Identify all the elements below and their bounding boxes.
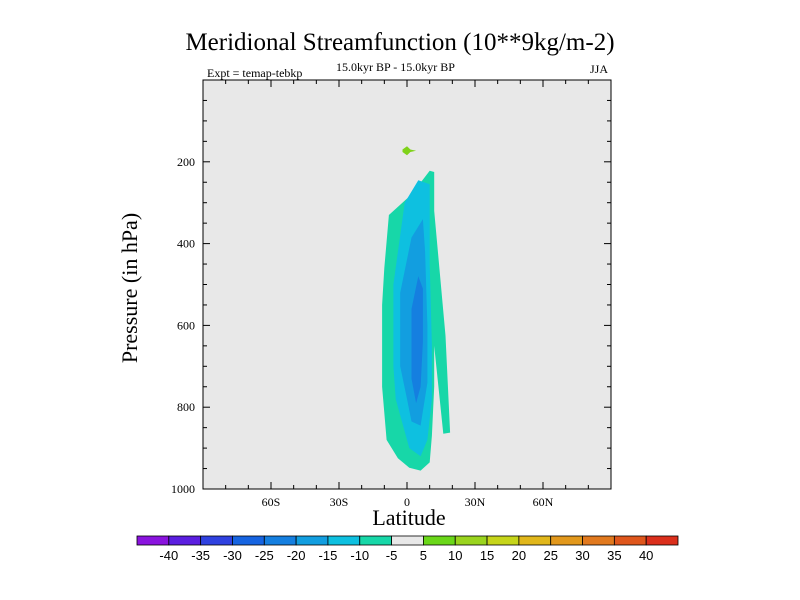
colorbar-label: 5 [420,548,427,563]
contour-minus-20 [411,276,423,404]
colorbar-box [486,535,520,546]
colorbar-label: 35 [607,548,621,563]
colorbar-label: -20 [287,548,306,563]
colorbar-box [263,535,297,546]
colorbar-box [423,535,456,546]
colorbar-label: -30 [223,548,242,563]
chart-title: Meridional Streamfunction (10**9kg/m-2) [185,29,615,56]
axes: 60S 30S 0 30N 60N 200 400 600 800 1000 [171,79,612,509]
positive-cell [402,146,417,156]
colorbar-box [136,535,170,546]
colorbar-box [295,535,329,546]
experiment-label: Expt = temap-tebkp [207,66,303,80]
x-tick-label: 0 [404,495,410,509]
colorbar-label: 20 [512,548,526,563]
colorbar-box [200,535,233,546]
colorbar-label: -40 [159,548,178,563]
colorbar-box [454,535,488,546]
colorbar-box [359,535,392,546]
x-tick-label: 30S [330,495,349,509]
colorbar-label: -25 [255,548,274,563]
x-tick-label: 60S [262,495,281,509]
y-tick-label: 800 [177,400,195,414]
colorbar-label: 25 [543,548,557,563]
colorbar-label: 40 [639,548,653,563]
x-tick-label: 30N [465,495,486,509]
colorbar-box [582,535,615,546]
colorbar-box [168,535,202,546]
colorbar-box [232,535,265,546]
plot-area [203,80,611,489]
season-label: JJA [590,62,609,76]
period-label: 15.0kyr BP - 15.0kyr BP [336,60,455,74]
colorbar-label: -5 [386,548,398,563]
colorbar-label: 30 [575,548,589,563]
x-axis-label: Latitude [372,505,446,530]
colorbar-label: 10 [448,548,462,563]
y-tick-label: 400 [177,237,195,251]
colorbar-box [327,535,361,546]
colorbar-label: -35 [191,548,210,563]
colorbar-label: -15 [319,548,338,563]
y-tick-label: 600 [177,318,195,332]
colorbar-box [645,535,679,546]
colorbar-box [391,535,424,546]
colorbar-label: 15 [480,548,494,563]
colorbar-box [550,535,583,546]
y-tick-label: 1000 [171,482,195,496]
x-tick-label: 60N [533,495,554,509]
colorbar-label: -10 [350,548,369,563]
colorbar: -40 -35 -30 -25 -20 -15 -10 -5 5 10 15 20 25 30 35 40 [136,535,679,563]
colorbar-box [518,535,552,546]
colorbar-box [613,535,647,546]
y-tick-label: 200 [177,155,195,169]
